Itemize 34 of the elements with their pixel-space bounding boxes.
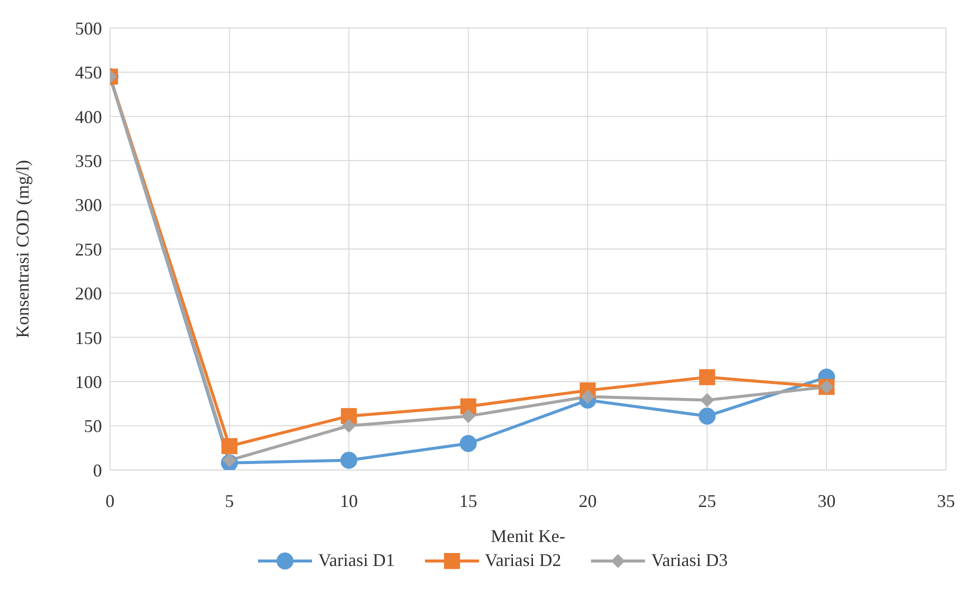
point: [222, 453, 236, 468]
y-axis-title: Konsentrasi COD (mg/l): [12, 160, 32, 338]
legend-label: Variasi D1: [317, 550, 395, 571]
y-tick-label: 450: [75, 62, 102, 83]
x-tick-label: 5: [224, 490, 234, 511]
point: [580, 390, 595, 404]
y-tick-label: 400: [75, 106, 102, 127]
point: [699, 369, 716, 386]
y-tick-label: 50: [84, 416, 102, 436]
y-tick-label: 500: [75, 18, 102, 38]
point: [340, 452, 358, 469]
y-tick-label: 100: [75, 372, 102, 392]
y-tick-label: 350: [75, 150, 102, 171]
point: [342, 418, 356, 433]
x-tick-label: 10: [340, 490, 358, 511]
legend-label: Variasi D3: [650, 550, 728, 571]
point: [460, 434, 477, 452]
x-tick-label: 20: [578, 490, 597, 511]
x-tick-label: 0: [106, 490, 114, 511]
point: [700, 393, 714, 408]
y-tick-label: 200: [75, 284, 102, 304]
point: [461, 409, 476, 424]
y-tick-label: 250: [75, 239, 102, 260]
point: [221, 438, 238, 454]
x-tick-label: 25: [698, 490, 716, 511]
point: [698, 408, 716, 425]
y-tick-label: 150: [75, 328, 102, 348]
x-tick-label: 30: [818, 490, 836, 511]
y-tick-label: 300: [75, 195, 102, 216]
x-tick-label: 35: [937, 490, 955, 511]
y-tick-label: 0: [93, 460, 102, 480]
legend-label: Variasi D2: [484, 550, 562, 571]
x-axis-title: Menit Ke-: [490, 526, 566, 546]
x-tick-label: 15: [459, 490, 478, 511]
